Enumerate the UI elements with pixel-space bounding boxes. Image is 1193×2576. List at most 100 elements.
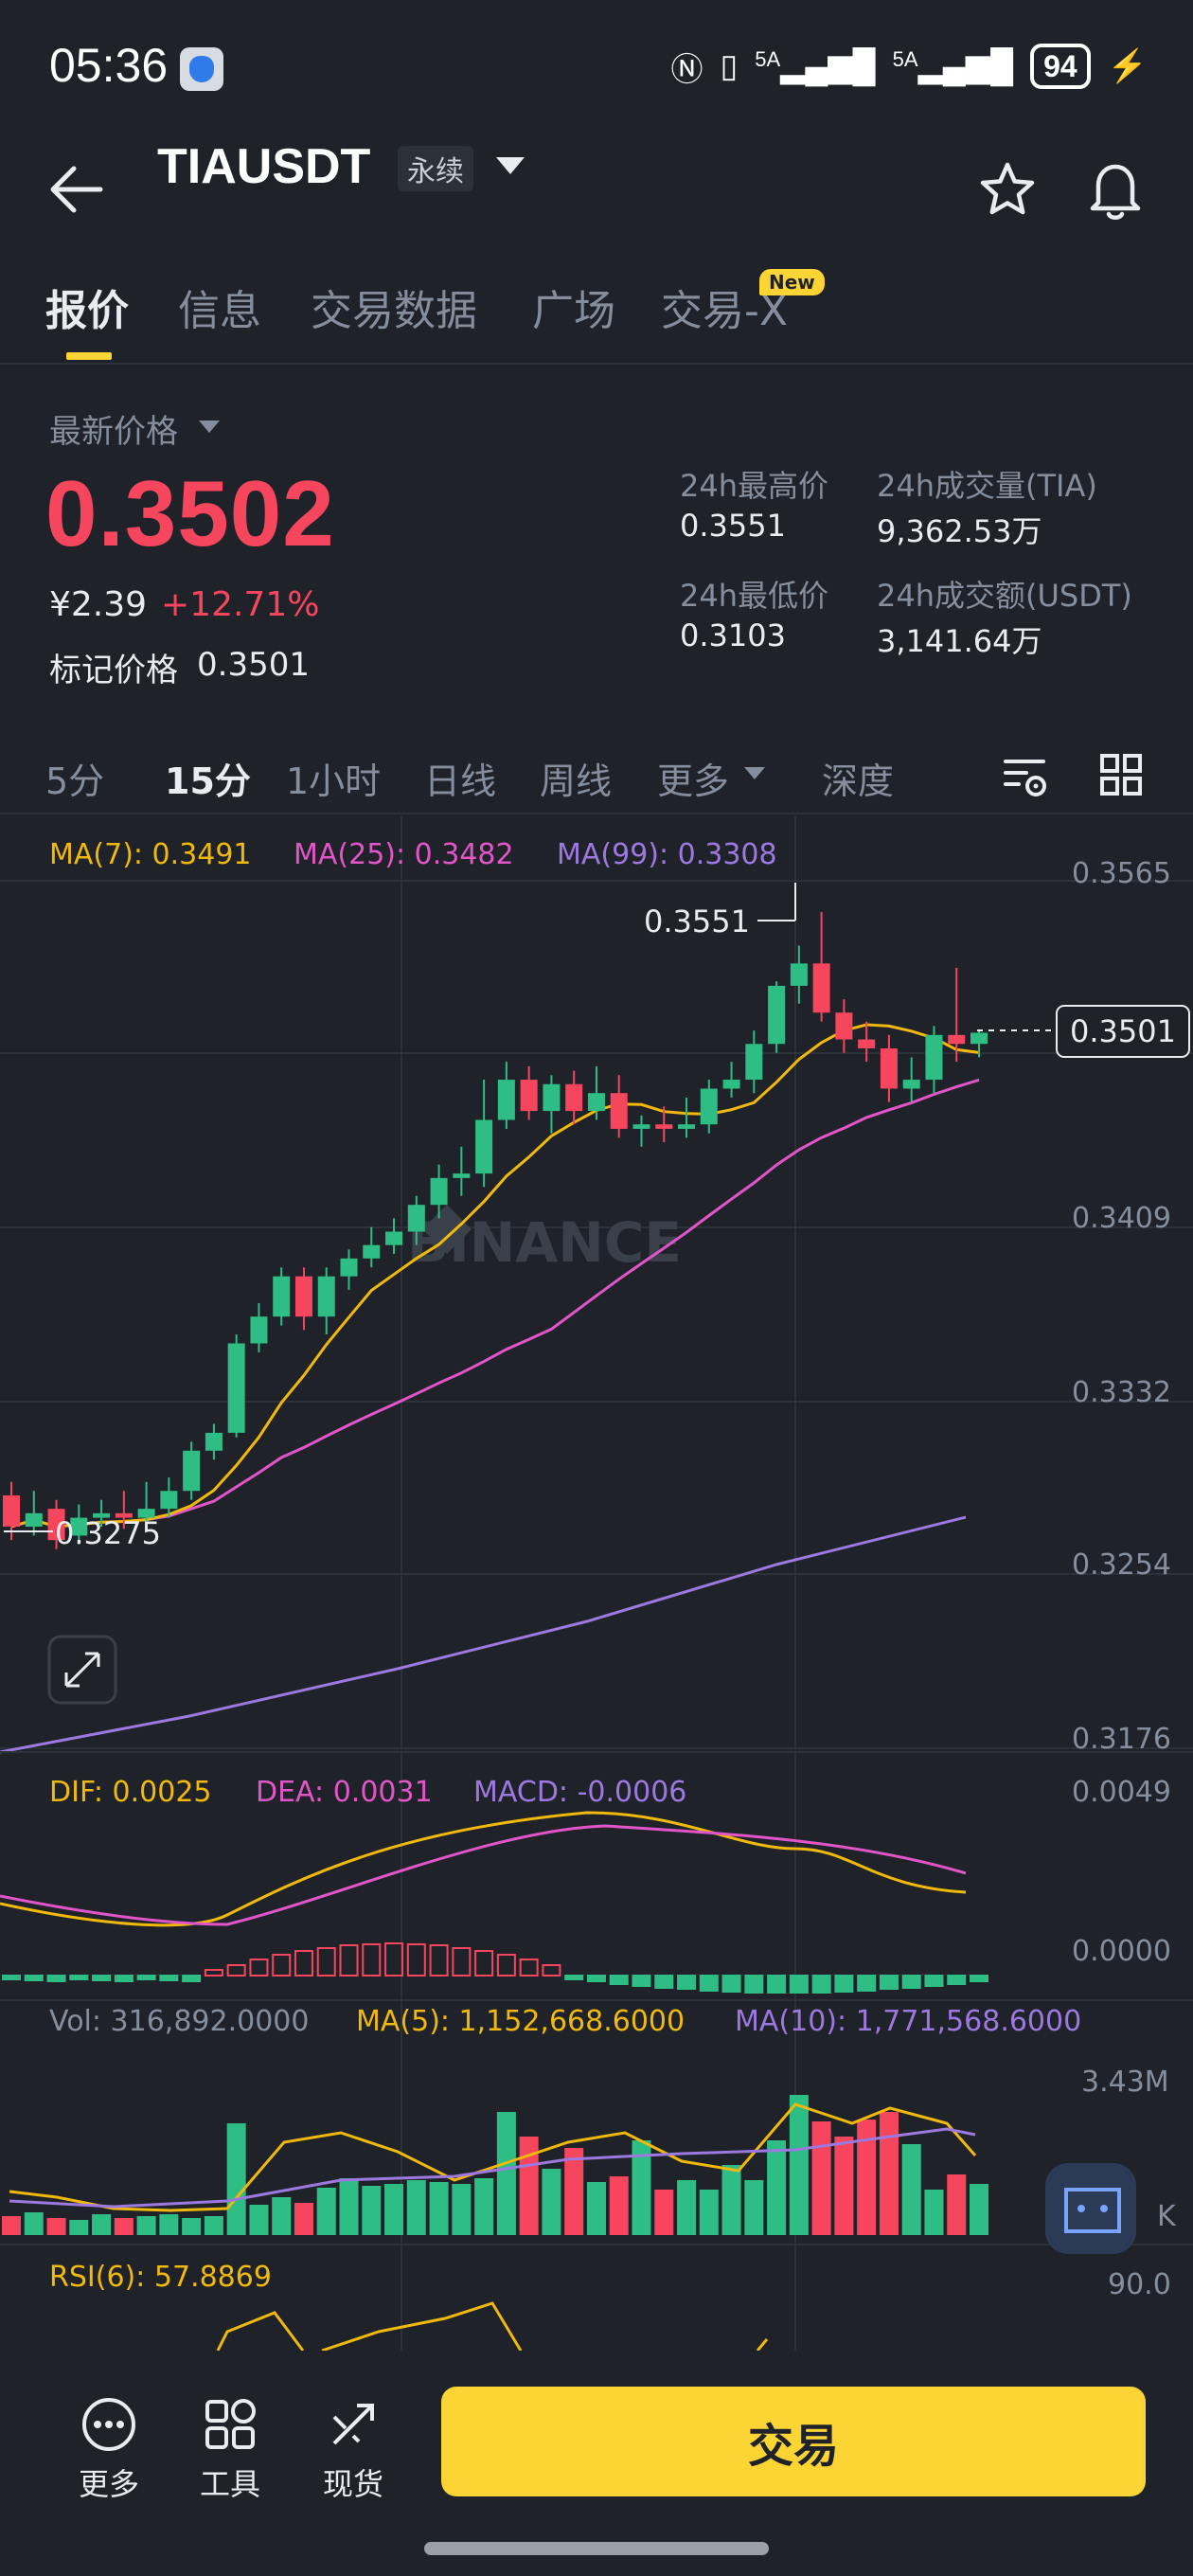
candle-body — [385, 1231, 403, 1245]
interval-more[interactable]: 更多 — [657, 760, 730, 802]
tab-trading-data[interactable]: 交易数据 — [311, 287, 477, 335]
interval-1d[interactable]: 日线 — [424, 760, 497, 802]
volume-24h-value: 9,362.53万 — [877, 513, 1042, 549]
back-arrow-icon[interactable] — [45, 161, 112, 218]
nav-tools[interactable]: 工具 — [178, 2396, 282, 2504]
tab-quote[interactable]: 报价 — [45, 287, 129, 335]
volume-bar — [699, 2190, 719, 2235]
interval-1h[interactable]: 1小时 — [286, 760, 382, 802]
vol-axis-k: K — [1157, 2200, 1177, 2233]
macd-bar — [970, 1975, 988, 1982]
dea-legend: DEA: 0.0031 — [256, 1776, 433, 1809]
nav-spot[interactable]: 现货 — [301, 2396, 405, 2504]
candle-body — [587, 1093, 605, 1112]
symbol-dropdown-icon[interactable] — [496, 157, 525, 174]
price-type-dropdown-icon[interactable] — [199, 420, 220, 433]
tab-info[interactable]: 信息 — [178, 287, 261, 335]
chart-grid — [0, 816, 1193, 2351]
symbol-title[interactable]: TIAUSDT — [157, 139, 371, 194]
nav-more[interactable]: 更多 — [57, 2396, 161, 2504]
ai-assistant-button — [1045, 2163, 1136, 2254]
candle-body — [183, 1450, 201, 1492]
volume-bar — [249, 2205, 269, 2235]
macd-bar — [586, 1975, 606, 1982]
ma25-legend: MA(25): 0.3482 — [294, 838, 514, 871]
interval-depth[interactable]: 深度 — [822, 760, 895, 802]
volume-bar — [114, 2218, 134, 2235]
macd-axis-top: 0.0049 — [1072, 1776, 1171, 1809]
volume-bar — [970, 2184, 988, 2235]
macd-bar — [879, 1975, 899, 1990]
candle-body — [70, 1517, 88, 1536]
high-24h-value: 0.3551 — [680, 508, 786, 544]
tab-square[interactable]: 广场 — [532, 287, 615, 335]
mark-price-value: 0.3501 — [197, 646, 310, 684]
candle-body — [520, 1080, 538, 1112]
volume-bar — [474, 2178, 494, 2235]
star-icon[interactable] — [977, 159, 1038, 220]
macd-bar — [24, 1975, 44, 1981]
candle-body — [430, 1177, 448, 1206]
candle-body — [678, 1124, 696, 1129]
interval-1w[interactable]: 周线 — [540, 760, 613, 802]
candle-body — [363, 1244, 381, 1259]
volume-bar — [272, 2197, 292, 2235]
volume-bar — [519, 2137, 539, 2235]
macd-bar — [452, 1947, 472, 1977]
macd-bar — [496, 1954, 516, 1977]
macd-bar — [901, 1975, 921, 1989]
macd-bar — [406, 1943, 426, 1977]
macd-bar — [294, 1950, 313, 1977]
nfc-icon: Ⓝ — [670, 51, 703, 88]
axis-label-1: 0.3409 — [1072, 1202, 1171, 1235]
interval-15m[interactable]: 15分 — [165, 760, 251, 802]
axis-label-4: 0.3176 — [1072, 1723, 1171, 1756]
interval-5m[interactable]: 5分 — [45, 760, 105, 802]
signal-icon-a: 5A▂▄▆█ — [755, 47, 876, 84]
candle-body — [3, 1494, 20, 1528]
more-dropdown-icon[interactable] — [744, 767, 765, 779]
layout-grid-icon[interactable] — [1098, 752, 1144, 797]
low-marker-label: 0.3275 — [55, 1515, 161, 1551]
candle-body — [340, 1258, 358, 1277]
current-price-tag — [1056, 1005, 1190, 1058]
volume-bar — [767, 2140, 787, 2235]
candle-body — [273, 1276, 291, 1317]
volume-bar — [159, 2214, 179, 2235]
kline-chart[interactable]: BINANCE MA(7): 0.3491 MA(25): 0.3482 MA(… — [0, 816, 1193, 2351]
amount-24h-value: 3,141.64万 — [877, 623, 1042, 659]
spot-arrows-icon — [332, 2404, 374, 2445]
macd-bar — [339, 1944, 359, 1977]
candle-body — [768, 985, 786, 1045]
macd-bar — [564, 1975, 584, 1980]
indicator-settings-icon[interactable] — [1002, 754, 1047, 799]
candle-body — [294, 1276, 312, 1317]
macd-bar — [947, 1975, 967, 1985]
home-indicator[interactable] — [424, 2542, 769, 2555]
candle-body — [565, 1083, 583, 1112]
candle-body — [453, 1173, 471, 1178]
system-icons: Ⓝ ▯ 5A▂▄▆█ 5A▂▄▆█ 94 ⚡ — [671, 44, 1148, 89]
macd-axis-zero: 0.0000 — [1072, 1935, 1171, 1968]
candle-body — [227, 1343, 245, 1433]
bell-icon[interactable] — [1085, 157, 1146, 222]
candle-body — [632, 1124, 650, 1129]
candle-body — [722, 1080, 740, 1089]
candle-body — [655, 1124, 673, 1129]
volume-bars — [2, 2095, 988, 2235]
vibrate-icon: ▯ — [720, 48, 739, 84]
binance-logo-icon — [422, 1205, 472, 1254]
volume-bar — [789, 2095, 809, 2235]
macd-bar — [654, 1975, 674, 1989]
volume-bar — [654, 2190, 674, 2235]
vol-ma5-legend: MA(5): 1,152,668.6000 — [356, 2005, 685, 2038]
change-percent: +12.71% — [161, 585, 320, 624]
trade-button[interactable]: 交易 — [441, 2387, 1146, 2496]
volume-bar — [924, 2190, 944, 2235]
dea-line — [0, 1824, 967, 1926]
macd-bar — [677, 1975, 697, 1990]
volume-bar — [339, 2178, 359, 2235]
ma7-legend: MA(7): 0.3491 — [49, 838, 252, 871]
last-price-label[interactable]: 最新价格 — [49, 413, 178, 451]
macd-bar — [857, 1975, 877, 1992]
